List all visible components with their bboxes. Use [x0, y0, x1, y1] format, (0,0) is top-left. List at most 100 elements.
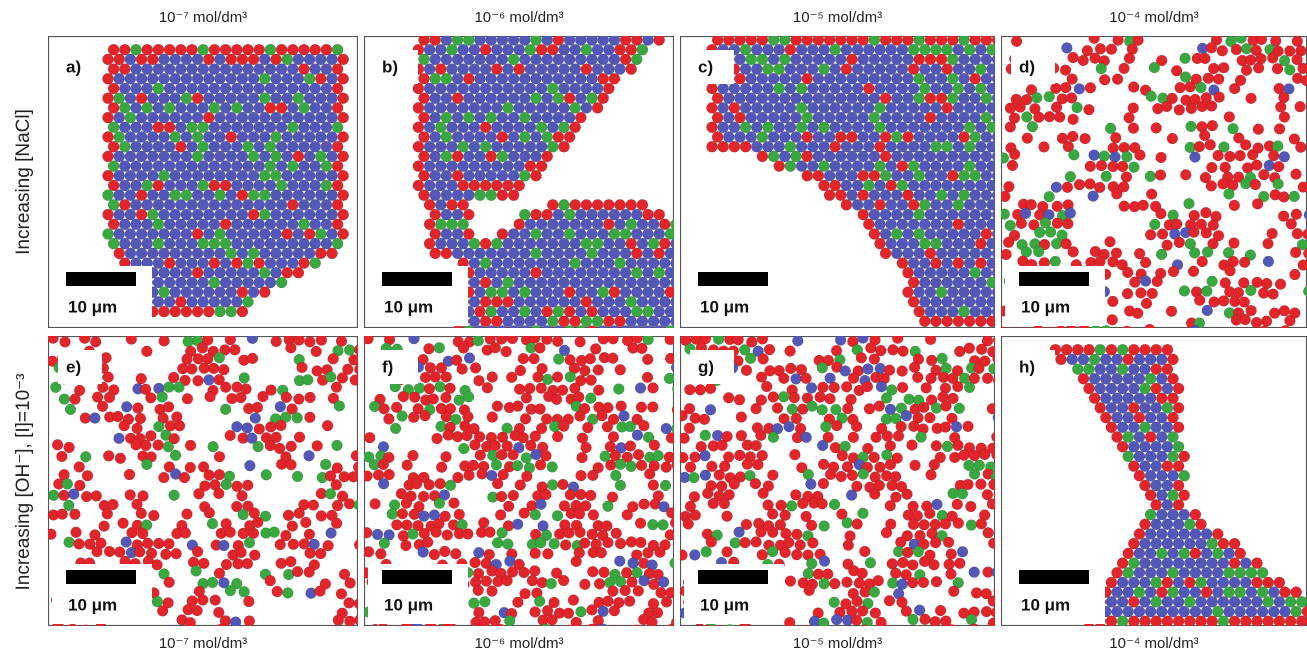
particle: [988, 479, 999, 490]
particle: [942, 316, 953, 327]
particle: [424, 238, 435, 249]
particle: [452, 93, 463, 104]
particle: [1202, 247, 1213, 258]
particle: [975, 102, 986, 113]
particle: [549, 538, 560, 549]
particle: [919, 199, 930, 210]
particle: [536, 102, 547, 113]
particle: [700, 470, 711, 481]
particle: [1168, 567, 1179, 578]
particle: [648, 296, 659, 307]
particle: [259, 131, 270, 142]
particle: [1201, 567, 1212, 578]
particle: [508, 449, 519, 460]
particle: [293, 73, 304, 84]
particle: [785, 161, 796, 172]
particle: [626, 296, 637, 307]
particle: [287, 83, 298, 94]
particle: [265, 575, 276, 586]
particle: [208, 441, 219, 452]
particle: [525, 141, 536, 152]
particle: [575, 209, 586, 220]
particle: [452, 228, 463, 239]
particle: [670, 517, 681, 528]
particle: [299, 141, 310, 152]
particle: [975, 141, 986, 152]
particle: [1268, 289, 1279, 300]
particle: [492, 537, 503, 548]
particle: [707, 102, 718, 113]
particle: [58, 627, 69, 638]
particle: [603, 44, 614, 55]
particle: [987, 122, 998, 133]
particle: [131, 238, 142, 249]
particle: [735, 73, 746, 84]
particle: [1040, 217, 1051, 228]
particle: [813, 73, 824, 84]
particle: [508, 112, 519, 123]
particle: [581, 64, 592, 75]
particle: [103, 112, 114, 123]
particle: [931, 576, 942, 587]
particle: [175, 64, 186, 75]
particle: [1145, 171, 1156, 182]
particle: [1067, 131, 1078, 142]
particle: [764, 344, 775, 355]
particle: [975, 277, 986, 288]
particle: [142, 238, 153, 249]
particle: [547, 199, 558, 210]
particle: [220, 296, 231, 307]
particle: [547, 141, 558, 152]
particle: [581, 442, 592, 453]
particle: [413, 122, 424, 133]
particle: [338, 209, 349, 220]
particle: [519, 112, 530, 123]
particle: [852, 122, 863, 133]
particle: [503, 277, 514, 288]
particle: [237, 112, 248, 123]
particle: [1134, 451, 1145, 462]
particle: [639, 575, 650, 586]
particle: [852, 141, 863, 152]
particle: [187, 199, 198, 210]
particle: [131, 64, 142, 75]
particle: [536, 122, 547, 133]
particle: [1145, 229, 1156, 240]
particle: [835, 35, 846, 46]
particle: [989, 363, 1000, 374]
particle: [136, 131, 147, 142]
particle: [1168, 470, 1179, 481]
particle: [215, 306, 226, 317]
particle: [565, 371, 576, 382]
particle: [577, 452, 588, 463]
particle: [203, 73, 214, 84]
particle: [231, 296, 242, 307]
particle: [231, 122, 242, 133]
particle: [579, 538, 590, 549]
particle: [293, 267, 304, 278]
particle: [552, 372, 563, 383]
particle: [147, 54, 158, 65]
particle: [214, 451, 225, 462]
particle: [321, 44, 332, 55]
particle: [70, 394, 81, 405]
particle: [159, 267, 170, 278]
particle: [1292, 36, 1303, 47]
particle: [473, 625, 484, 636]
particle: [575, 306, 586, 317]
particle: [551, 394, 562, 405]
particle: [954, 558, 965, 569]
particle: [1201, 528, 1212, 539]
particle: [919, 180, 930, 191]
particle: [813, 151, 824, 162]
particle: [310, 64, 321, 75]
particle: [469, 258, 480, 269]
particle: [875, 141, 886, 152]
particle: [131, 122, 142, 133]
particle: [581, 44, 592, 55]
particle: [564, 73, 575, 84]
particle: [813, 93, 824, 104]
particle: [633, 586, 644, 597]
particle: [796, 141, 807, 152]
particle: [1296, 616, 1307, 627]
